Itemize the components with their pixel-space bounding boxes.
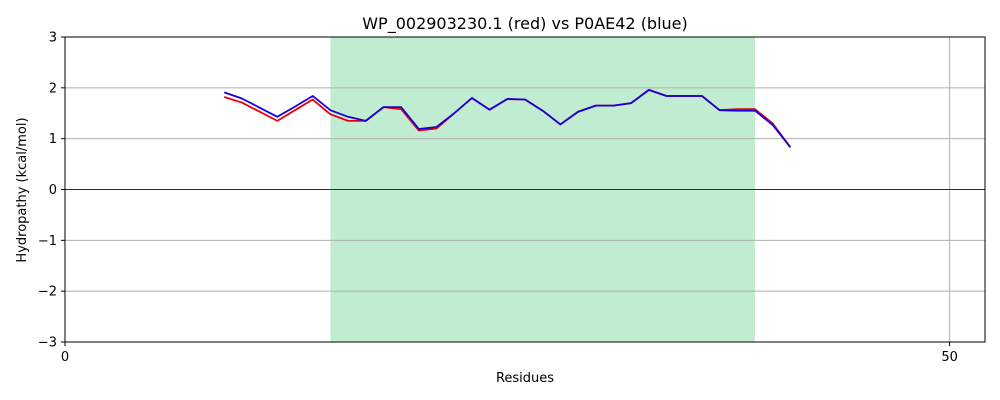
plot-area: −3 −2 −1 0 1 2 3 0 50: [38, 31, 986, 365]
chart-title: WP_002903230.1 (red) vs P0AE42 (blue): [362, 14, 688, 34]
y-axis-label: Hydropathy (kcal/mol): [15, 117, 30, 262]
x-tick-label: 0: [61, 350, 69, 365]
y-tick-label: 1: [49, 132, 57, 147]
y-tick-label: 0: [49, 183, 57, 198]
y-tick-label: 3: [49, 31, 57, 46]
y-tick-label: −3: [38, 336, 57, 351]
x-tick-label: 50: [941, 350, 958, 365]
x-axis-label: Residues: [496, 371, 554, 386]
series-line-blue: [223, 88, 792, 148]
y-tick-label: −2: [38, 285, 57, 300]
y-tick-label: −1: [38, 234, 57, 249]
y-tick-label: 2: [49, 81, 57, 96]
